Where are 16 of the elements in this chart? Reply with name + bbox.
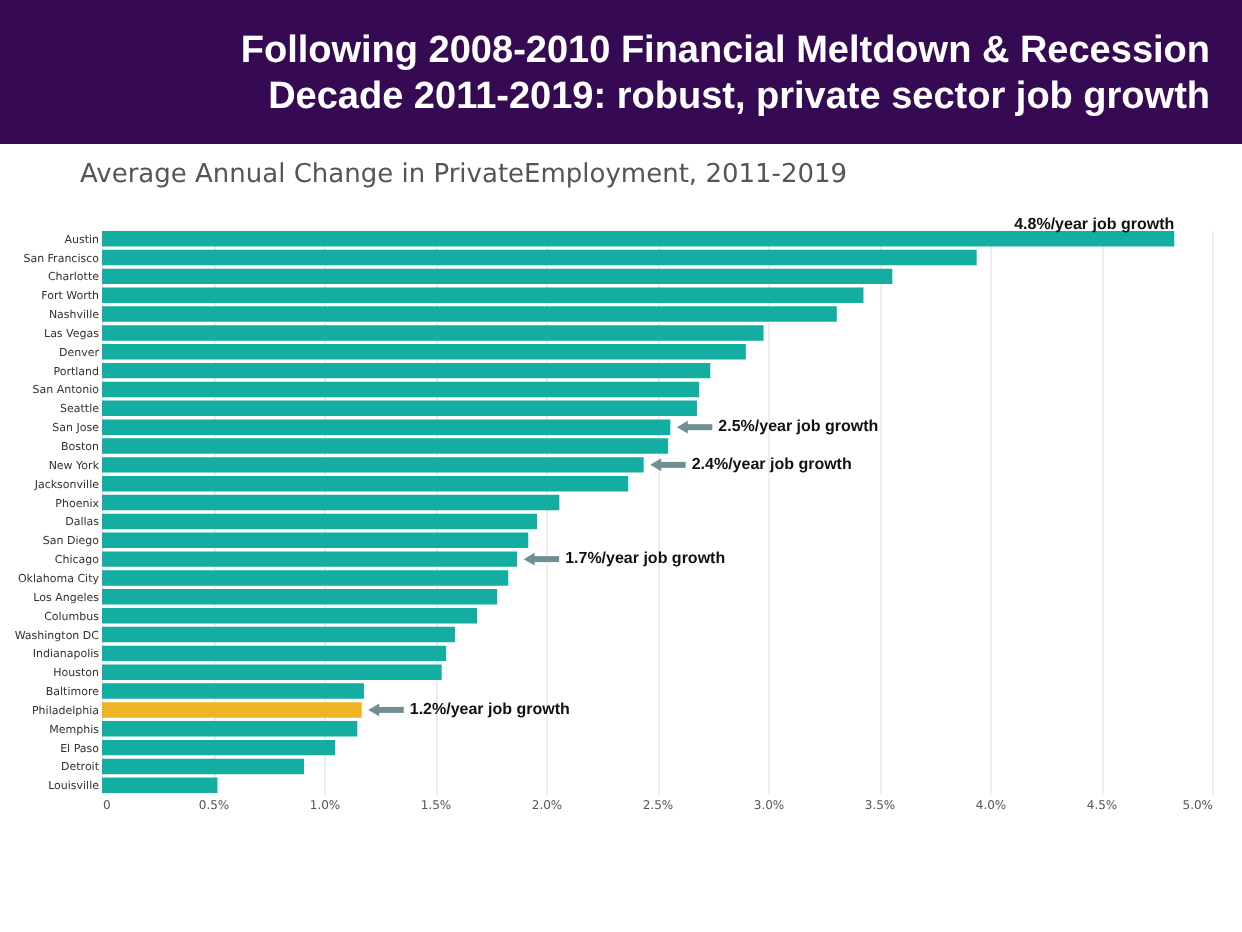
bar <box>102 494 560 511</box>
bar <box>102 249 977 266</box>
chart-subtitle: Average Annual Change in PrivateEmployment, 2011-2019 <box>78 158 850 194</box>
annotation: 1.7%/year job growth <box>565 549 726 568</box>
bar <box>102 381 700 398</box>
bar <box>102 513 538 530</box>
bar <box>102 702 362 718</box>
annotation: 2.5%/year job growth <box>718 417 879 436</box>
chart-title: Following 2008-2010 Financial Meltdown & Recession Decade 2011-2019: robust, private sector job growth <box>0 0 1242 144</box>
bar <box>102 626 455 643</box>
annotation: 1.2%/year job growth <box>409 699 571 718</box>
bar <box>102 758 305 775</box>
annotation: 2.4%/year job growth <box>691 454 852 473</box>
annotation: 4.8%/year job growth <box>1014 214 1175 233</box>
bar <box>102 230 1175 247</box>
bar <box>102 777 218 794</box>
